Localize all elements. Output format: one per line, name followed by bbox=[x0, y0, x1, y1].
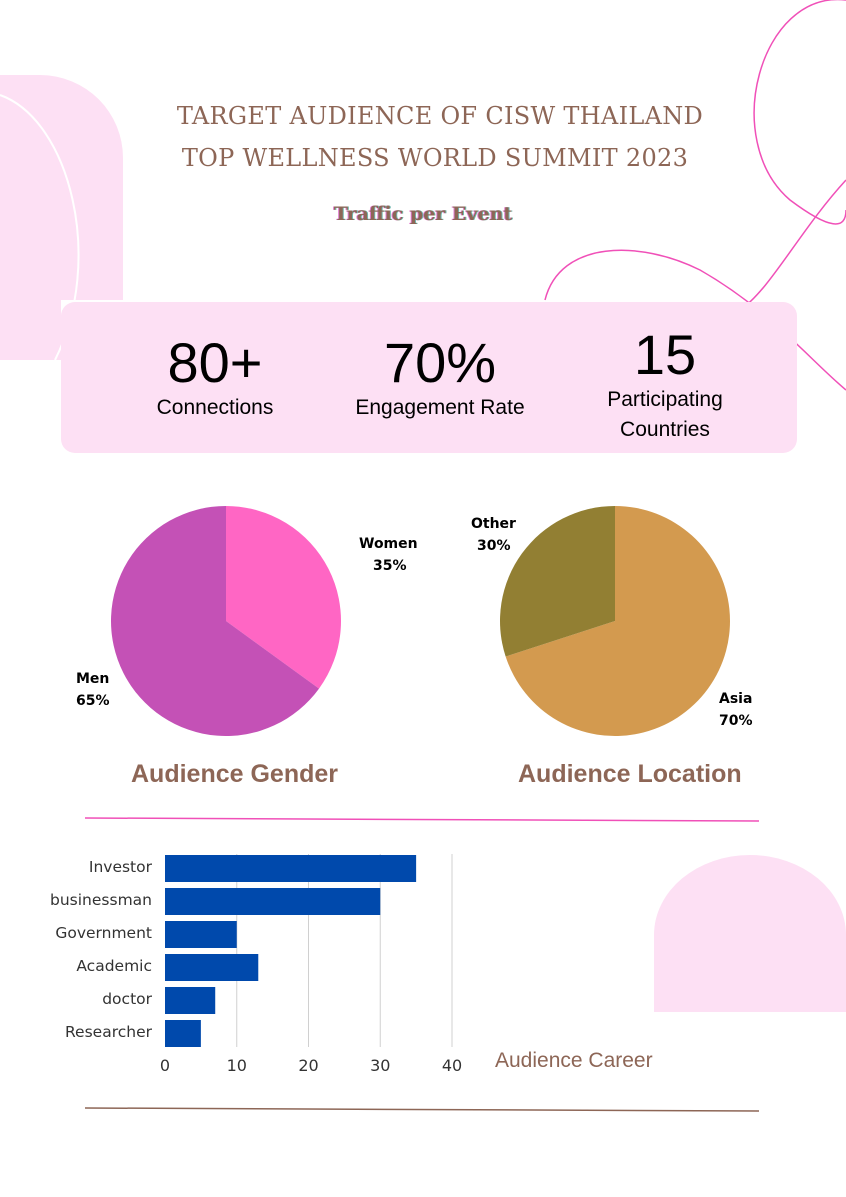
pink-curve-line bbox=[753, 0, 846, 225]
stats-card bbox=[61, 302, 797, 453]
bar-researcher bbox=[165, 1020, 201, 1047]
pie-slice-men bbox=[110, 506, 320, 736]
bar-doctor bbox=[165, 987, 216, 1014]
pie-slice-women bbox=[226, 506, 341, 689]
pie-label-men: Men 65% bbox=[76, 668, 110, 712]
stat-engagement: 70% Engagement Rate bbox=[330, 333, 550, 423]
career-chart-title: Audience Career bbox=[495, 1049, 653, 1072]
pie-slice-other bbox=[500, 506, 615, 657]
brown-divider bbox=[84, 1107, 760, 1112]
category-label: businessman bbox=[50, 891, 152, 909]
slice-value: 70% bbox=[719, 713, 753, 729]
location-chart-title: Audience Location bbox=[518, 760, 742, 788]
stat-label: Engagement Rate bbox=[355, 396, 525, 419]
stat-value: 70% bbox=[383, 331, 497, 394]
bar-academic bbox=[165, 954, 259, 981]
x-tick-label: 30 bbox=[370, 1056, 391, 1075]
category-label: Academic bbox=[76, 957, 152, 975]
bar-government bbox=[165, 921, 237, 948]
pie-label-other: Other 30% bbox=[471, 513, 516, 557]
x-tick-label: 40 bbox=[441, 1056, 463, 1075]
pie-slice-asia bbox=[505, 506, 730, 736]
slice-name: Asia bbox=[719, 691, 753, 707]
stat-value: 15 bbox=[633, 323, 697, 386]
pie-label-asia: Asia 70% bbox=[719, 688, 753, 732]
category-label: Researcher bbox=[64, 1023, 152, 1041]
page-title-line2: TOP WELLNESS WORLD SUMMIT 2023 bbox=[181, 144, 689, 172]
pink-divider bbox=[84, 817, 760, 822]
category-label: Government bbox=[55, 924, 152, 942]
left-arch-shape bbox=[0, 75, 123, 360]
slice-name: Women bbox=[359, 536, 418, 552]
x-tick-label: 0 bbox=[159, 1056, 171, 1075]
pie-label-women: Women 35% bbox=[359, 533, 418, 577]
stat-countries: 15 Participating Countries bbox=[565, 325, 765, 445]
category-label: Investor bbox=[88, 858, 152, 876]
location-pie bbox=[500, 506, 730, 736]
category-label: doctor bbox=[102, 990, 152, 1008]
stat-label: Connections bbox=[156, 396, 274, 419]
right-dome-shape bbox=[654, 855, 846, 1012]
gender-pie bbox=[110, 506, 341, 736]
bar-businessman bbox=[165, 888, 381, 915]
subtitle: Traffic per Event bbox=[333, 203, 513, 225]
slice-value: 65% bbox=[76, 693, 110, 709]
slice-name: Other bbox=[471, 516, 516, 532]
pie-charts bbox=[110, 506, 730, 736]
stat-label: Countries bbox=[620, 418, 710, 441]
slice-value: 35% bbox=[373, 558, 407, 574]
slice-name: Men bbox=[76, 671, 110, 687]
slice-value: 30% bbox=[477, 538, 511, 554]
bar-investor bbox=[165, 855, 417, 882]
page-title-line1: TARGET AUDIENCE OF CISW THAILAND bbox=[176, 102, 704, 130]
x-tick-label: 10 bbox=[226, 1056, 247, 1075]
stat-label: Participating bbox=[607, 388, 723, 411]
gender-chart-title: Audience Gender bbox=[131, 760, 338, 788]
stat-value: 80+ bbox=[167, 331, 263, 394]
x-tick-label: 20 bbox=[298, 1056, 319, 1075]
stat-connections: 80+ Connections bbox=[115, 333, 315, 423]
career-bar-chart bbox=[165, 854, 453, 1047]
